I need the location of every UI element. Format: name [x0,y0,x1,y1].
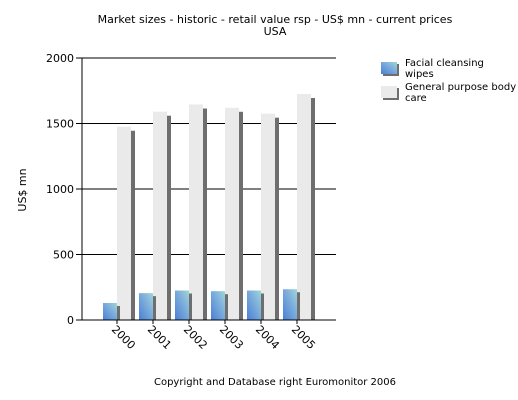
chart-title: Market sizes - historic - retail value r… [98,13,453,26]
y-axis-label: US$ mn [16,168,29,211]
footer-copyright: Copyright and Database right Euromonitor… [154,377,396,388]
bars [103,94,315,321]
bar-2000-facial-wipes [103,302,117,320]
axes [81,58,336,321]
x-tick-label: 2005 [289,323,318,352]
bar-2002-facial-wipes [175,290,189,320]
bar-2001-facial-wipes [139,293,153,320]
y-tick-label: 1000 [46,183,74,196]
x-axis-ticks: 2000 2001 2002 2003 2004 2005 [109,320,318,352]
bar-2004-facial-wipes [247,290,261,320]
y-tick-label: 0 [67,314,74,327]
chart-subtitle: USA [264,25,287,38]
legend-swatch-1 [381,86,397,98]
legend-label: Facial cleansing wipes [405,58,484,80]
legend-label: General purpose body care [405,82,516,104]
y-tick-label: 1500 [46,118,74,131]
y-tick-label: 500 [53,249,74,262]
x-tick-label: 2002 [181,323,210,352]
x-tick-label: 2003 [217,323,246,352]
bar-2000-general-purpose [117,126,131,321]
bar-2003-facial-wipes [211,291,225,320]
legend-swatch-0 [381,62,397,74]
bar-2005-general-purpose [297,94,311,321]
bar-2002-general-purpose [189,104,203,320]
x-tick-label: 2001 [145,323,174,352]
bar-2003-general-purpose [225,107,239,320]
y-tick-label: 2000 [46,52,74,65]
x-tick-label: 2000 [109,323,138,352]
bar-2005-facial-wipes [283,289,297,320]
x-tick-label: 2004 [253,323,282,352]
y-axis-ticks: 0 500 1000 1500 2000 [46,52,82,327]
bar-2004-general-purpose [261,113,275,320]
bar-2001-general-purpose [153,111,167,321]
